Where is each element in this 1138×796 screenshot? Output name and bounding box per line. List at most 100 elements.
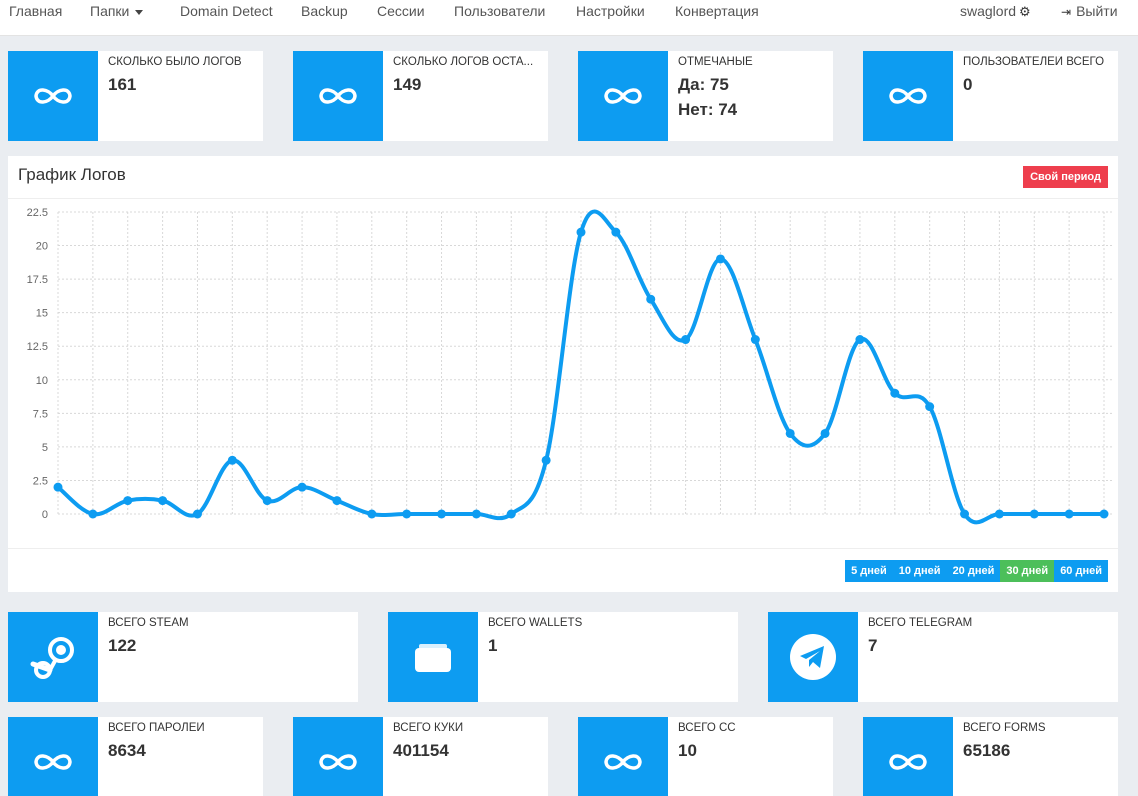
user-menu[interactable]: swaglord ⚙: [960, 3, 1031, 20]
infinity-icon: [293, 51, 383, 141]
nav-users[interactable]: Пользователи: [454, 3, 546, 19]
data-point: [158, 496, 168, 506]
range-60-days-button[interactable]: 60 дней: [1054, 560, 1108, 582]
stat-card-users-total: Пользователей всего 0: [863, 51, 1118, 141]
stat-label: Отмечаные: [678, 56, 753, 68]
stat-card-cc: Всего CC 10: [578, 717, 833, 796]
nav-conversion[interactable]: Конвертация: [675, 3, 759, 19]
stat-value: 65186: [963, 741, 1011, 760]
stat-label: Сколько логов оста...: [393, 56, 534, 68]
nav-domain-detect[interactable]: Domain Detect: [180, 3, 273, 19]
data-point: [785, 428, 795, 438]
nav-home[interactable]: Главная: [9, 3, 63, 19]
y-tick-label: 5: [42, 442, 48, 454]
top-navbar: Главная Папки Domain Detect Backup Сесси…: [0, 0, 1138, 36]
y-tick-label: 12.5: [27, 341, 48, 353]
data-point: [227, 455, 237, 465]
data-point: [297, 482, 307, 492]
y-tick-label: 2.5: [33, 475, 48, 487]
y-tick-label: 15: [36, 308, 48, 320]
stat-label: Всего STEAM: [108, 617, 189, 629]
stat-label: Всего FORMS: [963, 722, 1046, 734]
logs-line-chart: 22.5 20 17.5 15 12.5 10 7.5 5 2.5 0: [27, 207, 1112, 525]
data-point: [855, 335, 865, 345]
stat-card-telegram: Всего TELEGRAM 7: [768, 612, 1118, 702]
data-point: [192, 509, 202, 519]
data-point: [1064, 509, 1074, 519]
range-10-days-button[interactable]: 10 дней: [892, 560, 947, 582]
data-point: [715, 254, 725, 264]
logout-icon: ⇥: [1061, 5, 1072, 19]
series-line: [56, 209, 1104, 525]
data-point: [646, 294, 656, 304]
chart-title: График Логов: [18, 165, 126, 184]
data-point: [541, 455, 551, 465]
data-point: [925, 402, 935, 412]
stat-value: 161: [108, 75, 137, 94]
infinity-icon: [8, 51, 98, 141]
data-point: [262, 496, 272, 506]
y-tick-label: 0: [42, 509, 48, 521]
range-5-days-button[interactable]: 5 дней: [845, 560, 893, 582]
y-tick-label: 22.5: [27, 207, 48, 219]
caret-down-icon: [135, 9, 144, 15]
data-point: [367, 509, 377, 519]
logout-link[interactable]: ⇥ Выйти: [1061, 3, 1118, 19]
infinity-icon: [293, 717, 383, 796]
nav-folders-dropdown[interactable]: Папки: [90, 3, 144, 19]
stat-label: Пользователей всего: [963, 56, 1105, 68]
stat-value: 401154: [393, 741, 449, 760]
stat-card-total-logs: Сколько было логов 161: [8, 51, 263, 141]
stat-value: 1: [488, 636, 498, 655]
infinity-icon: [578, 717, 668, 796]
data-point: [53, 482, 63, 492]
nav-settings[interactable]: Настройки: [576, 3, 645, 19]
custom-period-button[interactable]: Свой период: [1023, 166, 1108, 188]
stat-card-cookies: Всего куки 401154: [293, 717, 548, 796]
steam-icon: [8, 612, 98, 702]
gear-icon: ⚙: [1019, 4, 1031, 19]
stat-label: Всего CC: [678, 722, 736, 734]
nav-sessions[interactable]: Сессии: [377, 3, 425, 19]
range-20-days-button[interactable]: 20 дней: [946, 560, 1001, 582]
data-point: [611, 227, 621, 237]
data-point: [960, 509, 970, 519]
logs-chart-panel: График Логов Свой период 22.5 20 17.5 15 12.…: [8, 156, 1118, 592]
data-point: [994, 509, 1004, 519]
data-point: [1099, 509, 1109, 519]
stat-card-wallets: Всего WALLETS 1: [388, 612, 738, 702]
stat-value: 7: [868, 636, 878, 655]
nav-folders-label: Папки: [90, 3, 130, 19]
chart-area: 22.5 20 17.5 15 12.5 10 7.5 5 2.5 0: [8, 200, 1118, 548]
stat-card-passwords: Всего паролей 8634: [8, 717, 263, 796]
data-point: [820, 428, 830, 438]
data-point: [890, 388, 900, 398]
stat-card-steam: Всего STEAM 122: [8, 612, 358, 702]
panel-footer: 5 дней 10 дней 20 дней 30 дней 60 дней: [8, 548, 1118, 592]
data-point: [123, 496, 133, 506]
infinity-icon: [863, 717, 953, 796]
data-point: [1029, 509, 1039, 519]
stat-value-yes: Да: 75: [678, 75, 729, 94]
data-point: [576, 227, 586, 237]
y-tick-label: 7.5: [33, 408, 48, 420]
stat-label: Всего куки: [393, 722, 464, 734]
data-point: [506, 509, 516, 519]
stat-card-forms: Всего FORMS 65186: [863, 717, 1118, 796]
nav-backup[interactable]: Backup: [301, 3, 348, 19]
stat-value: 8634: [108, 741, 146, 760]
y-tick-label: 17.5: [27, 274, 48, 286]
logout-label: Выйти: [1076, 3, 1118, 19]
data-point: [750, 335, 760, 345]
data-point: [471, 509, 481, 519]
range-button-group: 5 дней 10 дней 20 дней 30 дней 60 дней: [845, 560, 1108, 582]
stat-card-logs-left: Сколько логов оста... 149: [293, 51, 548, 141]
wallet-icon: [388, 612, 478, 702]
data-point: [402, 509, 412, 519]
range-30-days-button[interactable]: 30 дней: [1000, 560, 1055, 582]
panel-header: График Логов Свой период: [8, 156, 1118, 199]
stat-label: Всего TELEGRAM: [868, 617, 973, 629]
y-tick-label: 20: [36, 241, 48, 253]
stat-value: 122: [108, 636, 137, 655]
stat-label: Сколько было логов: [108, 56, 242, 68]
